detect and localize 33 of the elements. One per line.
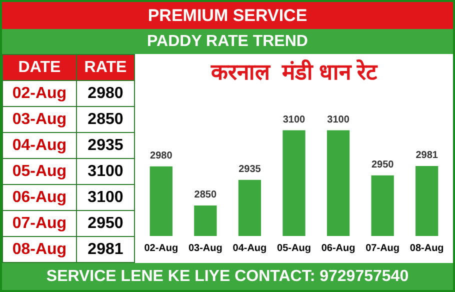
text: 2850 xyxy=(88,110,124,128)
category-label: 02-Aug xyxy=(2,80,76,106)
subheader-banner: PADDY RATE TREND xyxy=(2,29,453,54)
data-label: 2980 xyxy=(150,150,173,162)
category-label: 04-Aug xyxy=(2,132,76,158)
data-label: 3100 xyxy=(327,114,350,126)
x-tick-label: 06-Aug xyxy=(321,242,356,254)
x-tick-label: 08-Aug xyxy=(410,242,444,254)
data-label: 2850 xyxy=(194,190,217,201)
category-label: 07-Aug xyxy=(2,210,76,236)
text: 2980 xyxy=(88,84,124,102)
text: 2950 xyxy=(88,214,124,232)
chart-title: करनाल मंडी धान रेट xyxy=(210,58,378,84)
category-label: 06-Aug xyxy=(2,184,76,210)
data-label: 2935 xyxy=(238,164,262,176)
text: RATE xyxy=(76,54,134,80)
data-label: 3100 xyxy=(282,114,306,126)
category-label: 03-Aug xyxy=(2,106,76,132)
category-label: 05-Aug xyxy=(2,158,76,184)
header-banner: PREMIUM SERVICE xyxy=(2,2,453,29)
text: DATE xyxy=(2,54,76,80)
text: 3100 xyxy=(88,188,124,206)
x-tick-label: 05-Aug xyxy=(277,242,311,254)
text: 2981 xyxy=(88,240,124,258)
x-tick-label: 02-Aug xyxy=(144,242,178,254)
footer-banner: SERVICE LENE KE LIYE CONTACT: 9729757540 xyxy=(2,263,453,290)
data-label: 2981 xyxy=(416,150,438,162)
x-tick-label: 04-Aug xyxy=(232,242,267,254)
text: 3100 xyxy=(88,162,124,180)
x-tick-label: 03-Aug xyxy=(188,242,222,254)
data-label: 2950 xyxy=(371,159,394,170)
text: 2935 xyxy=(88,136,124,154)
x-tick-label: 07-Aug xyxy=(366,242,400,254)
